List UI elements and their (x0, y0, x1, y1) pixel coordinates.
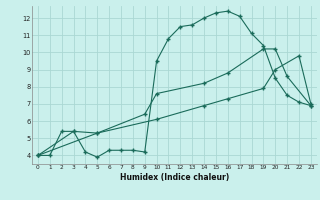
X-axis label: Humidex (Indice chaleur): Humidex (Indice chaleur) (120, 173, 229, 182)
